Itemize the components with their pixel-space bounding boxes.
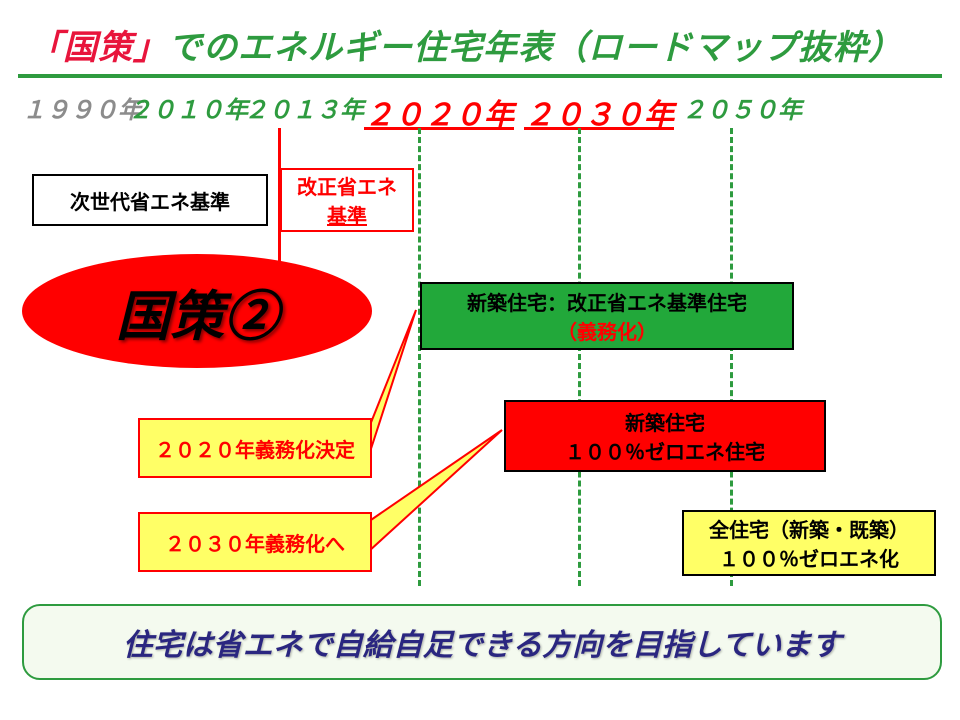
callout-c2: ２０３０年義務化へ [138,512,372,572]
bottom-banner: 住宅は省エネで自給自足できる方向を目指しています [22,604,942,680]
